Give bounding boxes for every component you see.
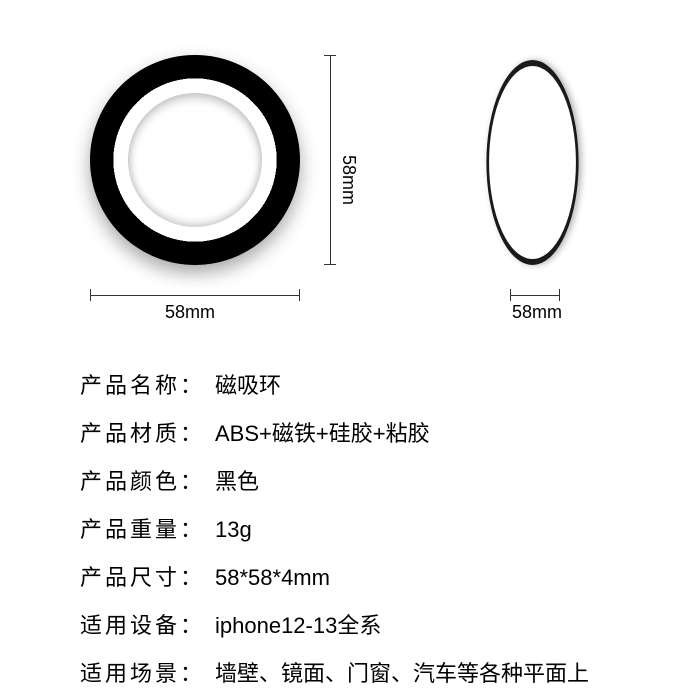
spec-value: ABS+磁铁+硅胶+粘胶 bbox=[215, 416, 640, 448]
spec-label: 产品尺寸 bbox=[80, 560, 215, 592]
spec-value: 黑色 bbox=[215, 464, 640, 496]
spec-label: 产品重量 bbox=[80, 512, 215, 544]
spec-row: 适用设备 iphone12-13全系 bbox=[80, 600, 640, 648]
spec-row: 产品尺寸 58*58*4mm bbox=[80, 552, 640, 600]
spec-label: 产品颜色 bbox=[80, 464, 215, 496]
spec-row: 产品颜色 黑色 bbox=[80, 456, 640, 504]
spec-label: 适用场景 bbox=[80, 656, 215, 688]
dim-label-side: 58mm bbox=[512, 302, 562, 323]
dim-line-side bbox=[510, 295, 560, 296]
spec-table: 产品名称 磁吸环 产品材质 ABS+磁铁+硅胶+粘胶 产品颜色 黑色 产品重量 … bbox=[80, 360, 640, 696]
spec-value: 墙壁、镜面、门窗、汽车等各种平面上 bbox=[215, 656, 640, 688]
spec-value: 58*58*4mm bbox=[215, 565, 640, 591]
spec-row: 产品材质 ABS+磁铁+硅胶+粘胶 bbox=[80, 408, 640, 456]
spec-label: 产品名称 bbox=[80, 368, 215, 400]
dim-label-width: 58mm bbox=[165, 302, 215, 323]
dimension-diagram: 58mm 58mm 58mm bbox=[0, 0, 700, 340]
ring-side-view bbox=[486, 60, 578, 265]
spec-label: 适用设备 bbox=[80, 608, 215, 640]
ring-front-view bbox=[90, 55, 300, 265]
spec-value: 磁吸环 bbox=[215, 368, 640, 400]
spec-value: iphone12-13全系 bbox=[215, 608, 640, 640]
spec-row: 适用场景 墙壁、镜面、门窗、汽车等各种平面上 bbox=[80, 648, 640, 696]
spec-row: 产品名称 磁吸环 bbox=[80, 360, 640, 408]
spec-label: 产品材质 bbox=[80, 416, 215, 448]
dim-line-height bbox=[330, 55, 331, 265]
spec-row: 产品重量 13g bbox=[80, 504, 640, 552]
dim-line-width bbox=[90, 295, 300, 296]
dim-label-height: 58mm bbox=[338, 155, 359, 205]
spec-value: 13g bbox=[215, 517, 640, 543]
